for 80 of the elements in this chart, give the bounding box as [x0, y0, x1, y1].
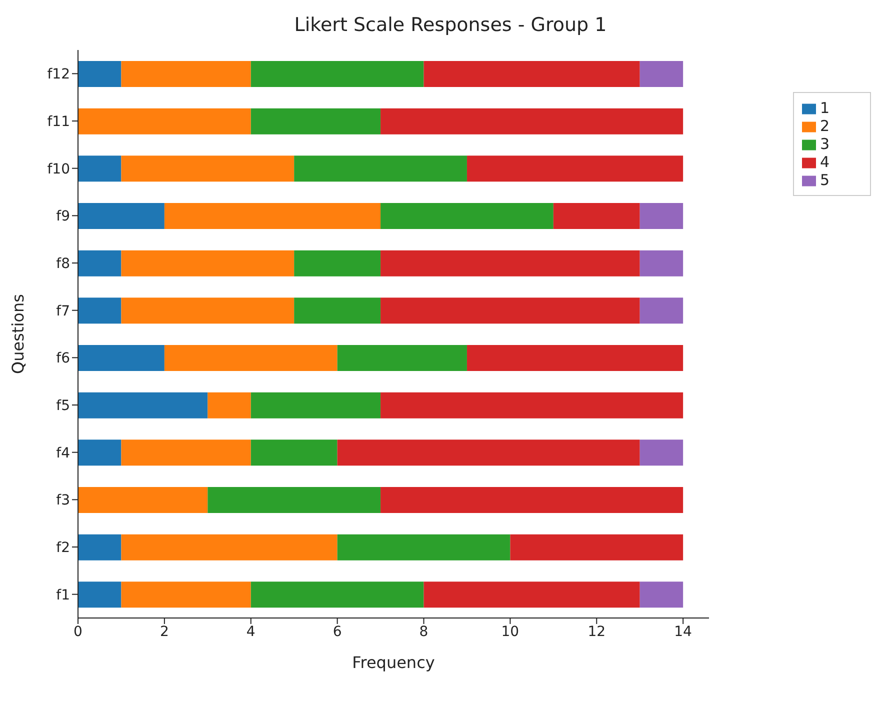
bar	[640, 250, 684, 276]
bar	[640, 440, 684, 466]
bar	[424, 61, 640, 87]
legend-label: 3	[820, 135, 830, 153]
bar	[121, 61, 251, 87]
x-axis-title: Frequency	[352, 653, 435, 672]
bar	[78, 298, 122, 324]
bar	[78, 203, 164, 229]
bar	[78, 108, 251, 134]
bar	[121, 440, 251, 466]
bar	[78, 582, 122, 608]
bar	[78, 534, 122, 560]
y-tick-label: f4	[56, 445, 70, 462]
bar	[250, 392, 381, 418]
bar	[640, 582, 684, 608]
bar	[208, 392, 251, 418]
bar	[380, 203, 554, 229]
y-tick-label: f7	[56, 303, 70, 320]
bar	[380, 108, 684, 134]
bar	[380, 250, 640, 276]
bar	[164, 203, 381, 229]
bar	[164, 345, 338, 371]
bar	[78, 487, 208, 513]
bar	[640, 203, 684, 229]
bar	[250, 108, 381, 134]
bar	[121, 534, 338, 560]
bar	[78, 61, 122, 87]
bar	[380, 487, 684, 513]
y-tick-label: f3	[56, 492, 70, 509]
x-tick-label: 4	[246, 624, 256, 640]
bar	[337, 440, 640, 466]
bar	[380, 298, 640, 324]
bar	[424, 582, 640, 608]
y-tick-label: f6	[56, 350, 70, 367]
x-tick-label: 2	[160, 624, 169, 640]
bar	[337, 534, 510, 560]
x-tick-label: 6	[332, 624, 342, 640]
x-tick-label: 0	[74, 624, 82, 640]
bar	[208, 487, 381, 513]
bar	[640, 298, 684, 324]
bar	[250, 61, 424, 87]
x-tick-label: 14	[674, 624, 692, 640]
bar	[121, 156, 294, 182]
y-tick-label: f5	[56, 398, 70, 414]
bar	[78, 392, 208, 418]
bar	[294, 156, 467, 182]
bar	[121, 250, 294, 276]
legend-label: 2	[820, 117, 830, 135]
bar	[640, 61, 684, 87]
bar	[510, 534, 684, 560]
bar	[294, 250, 381, 276]
legend-label: 5	[820, 171, 830, 189]
bar	[78, 345, 164, 371]
bar	[466, 156, 684, 182]
x-tick-label: 8	[419, 624, 428, 640]
bar	[466, 345, 684, 371]
bar	[294, 298, 381, 324]
chart-title: Likert Scale Responses - Group 1	[293, 13, 608, 38]
bar	[78, 156, 122, 182]
legend-label: 1	[820, 99, 830, 117]
bar	[380, 392, 684, 418]
y-tick-label: f8	[56, 256, 70, 272]
y-tick-label: f9	[56, 208, 70, 225]
bar	[78, 250, 122, 276]
bar	[78, 440, 122, 466]
y-tick-label: f10	[47, 161, 70, 178]
bar	[553, 203, 640, 229]
y-tick-label: f12	[47, 66, 70, 83]
bar	[250, 582, 424, 608]
bar	[121, 582, 251, 608]
y-tick-label: f11	[47, 114, 70, 130]
x-tick-label: 10	[501, 624, 520, 640]
y-axis-title: Questions	[8, 294, 28, 374]
bar	[121, 298, 294, 324]
x-tick-label: 12	[588, 624, 606, 640]
legend-label: 4	[820, 153, 830, 171]
y-tick-label: f2	[56, 540, 70, 556]
bar	[250, 440, 338, 466]
bar	[337, 345, 467, 371]
y-tick-label: f1	[56, 587, 70, 604]
